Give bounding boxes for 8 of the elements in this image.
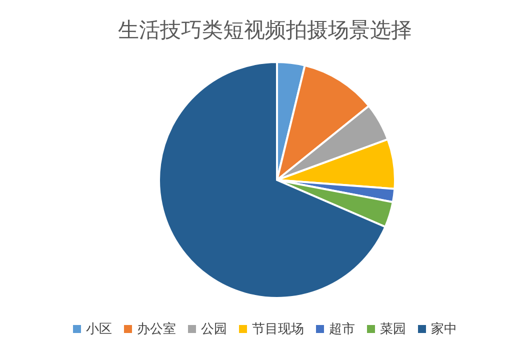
legend-label: 公园 xyxy=(201,321,227,338)
legend-label: 节目现场 xyxy=(252,321,304,338)
legend-label: 家中 xyxy=(431,321,457,338)
legend-label: 办公室 xyxy=(137,321,176,338)
chart-title: 生活技巧类短视频拍摄场景选择 xyxy=(117,17,413,44)
legend-label: 菜园 xyxy=(380,321,406,338)
legend-label: 超市 xyxy=(329,321,355,338)
legend-label: 小区 xyxy=(86,321,112,338)
